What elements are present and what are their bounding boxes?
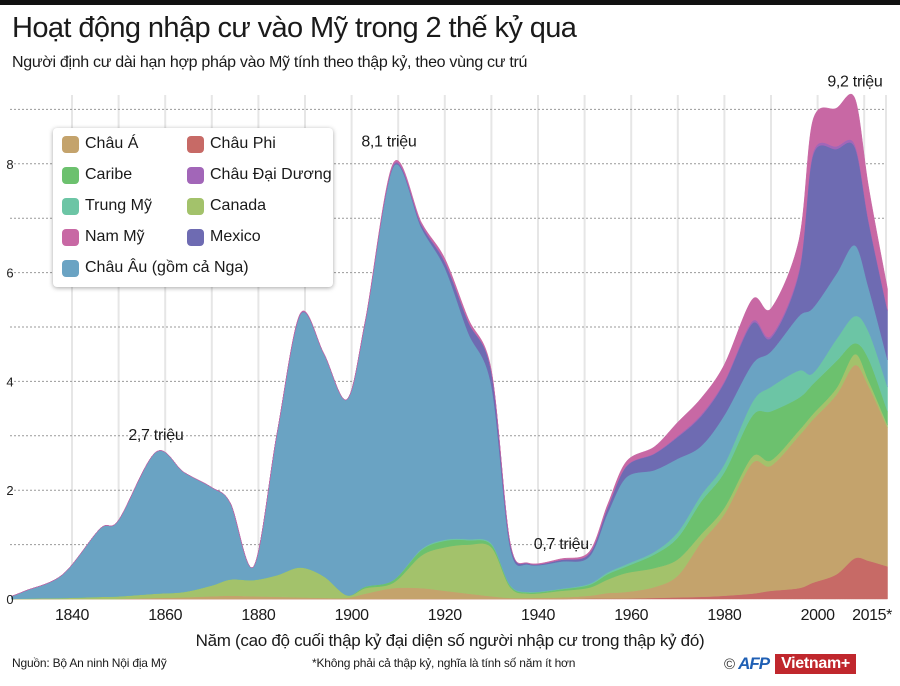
y-tick-label: 0 (6, 592, 13, 607)
y-tick-label: 8 (6, 157, 13, 172)
x-tick-label: 1880 (241, 607, 275, 624)
legend-swatch (187, 228, 204, 246)
annotation-label: 8,1 triệu (361, 133, 416, 150)
x-tick-label: 1940 (521, 607, 555, 624)
areas (11, 93, 888, 600)
legend-label: Canada (210, 197, 267, 214)
legend-label: Mexico (210, 228, 261, 245)
legend-swatch (187, 197, 204, 215)
x-axis: 1840 1860 1880 1900 1920 1940 1960 1980 2000 2015… (55, 607, 892, 624)
legend-swatch (62, 166, 79, 184)
legend-label: Châu Phi (210, 135, 276, 152)
y-tick-label: 4 (6, 374, 13, 389)
x-tick-label: 1860 (148, 607, 182, 624)
legend-swatch (187, 135, 204, 153)
legend-swatch (187, 166, 204, 184)
source-note: Nguồn: Bộ An ninh Nội địa Mỹ (12, 656, 167, 670)
x-tick-label: 2000 (801, 607, 835, 624)
legend-item: Nam Mỹ (62, 228, 145, 246)
legend-swatch (62, 197, 79, 215)
x-axis-label: Năm (cao độ cuối thập kỷ đại diện số ngư… (196, 631, 705, 650)
top-bar (0, 0, 900, 5)
legend-item: Châu Á (62, 135, 138, 153)
legend-swatch (62, 228, 79, 246)
y-tick-label: 6 (6, 266, 13, 281)
legend-item: Canada (187, 197, 266, 215)
page-subtitle: Người định cư dài hạn hợp pháp vào Mỹ tí… (12, 54, 528, 71)
page-title: Hoạt động nhập cư vào Mỹ trong 2 thế kỷ … (12, 12, 577, 44)
legend-item: Châu Âu (gồm cả Nga) (62, 259, 249, 277)
afp-logo: AFP (738, 654, 770, 673)
legend-label: Caribe (85, 166, 133, 183)
footnote: *Không phải cả thập kỷ, nghĩa là tính số… (312, 656, 576, 670)
y-axis: 0 2 4 6 8 (6, 157, 13, 607)
area-nam-m- (11, 93, 888, 597)
legend-label: Châu Á (85, 135, 139, 152)
legend-label: Châu Âu (gồm cả Nga) (85, 259, 249, 276)
legend-item: Châu Phi (187, 135, 276, 153)
legend-item: Trung Mỹ (62, 197, 152, 215)
x-tick-label: 1840 (55, 607, 89, 624)
copyright-symbol: © (724, 655, 736, 673)
x-tick-label: 1920 (428, 607, 462, 624)
legend-item: Châu Đại Dương (187, 166, 332, 184)
legend-label: Nam Mỹ (85, 228, 145, 245)
legend-item: Mexico (187, 228, 261, 246)
x-tick-label: 1960 (614, 607, 648, 624)
x-tick-label: 1900 (335, 607, 369, 624)
annotations: 2,7 triệu 8,1 triệu 0,7 triệu 9,2 triệu (128, 74, 882, 553)
y-tick-label: 2 (6, 483, 13, 498)
legend: Châu Á Châu Phi Caribe Châu Đại Dương Trung … (53, 128, 333, 287)
logo: © AFP Vietnam+ (724, 654, 856, 674)
x-tick-label: 2015* (852, 607, 892, 624)
legend-item: Caribe (62, 166, 132, 184)
x-tick-label: 1980 (707, 607, 741, 624)
legend-label: Châu Đại Dương (210, 166, 332, 183)
annotation-label: 2,7 triệu (128, 427, 183, 444)
legend-label: Trung Mỹ (85, 197, 152, 214)
annotation-label: 0,7 triệu (534, 536, 589, 553)
legend-swatch (62, 259, 79, 277)
vietnamplus-logo: Vietnam+ (775, 654, 856, 674)
annotation-label: 9,2 triệu (827, 74, 882, 91)
legend-swatch (62, 135, 79, 153)
